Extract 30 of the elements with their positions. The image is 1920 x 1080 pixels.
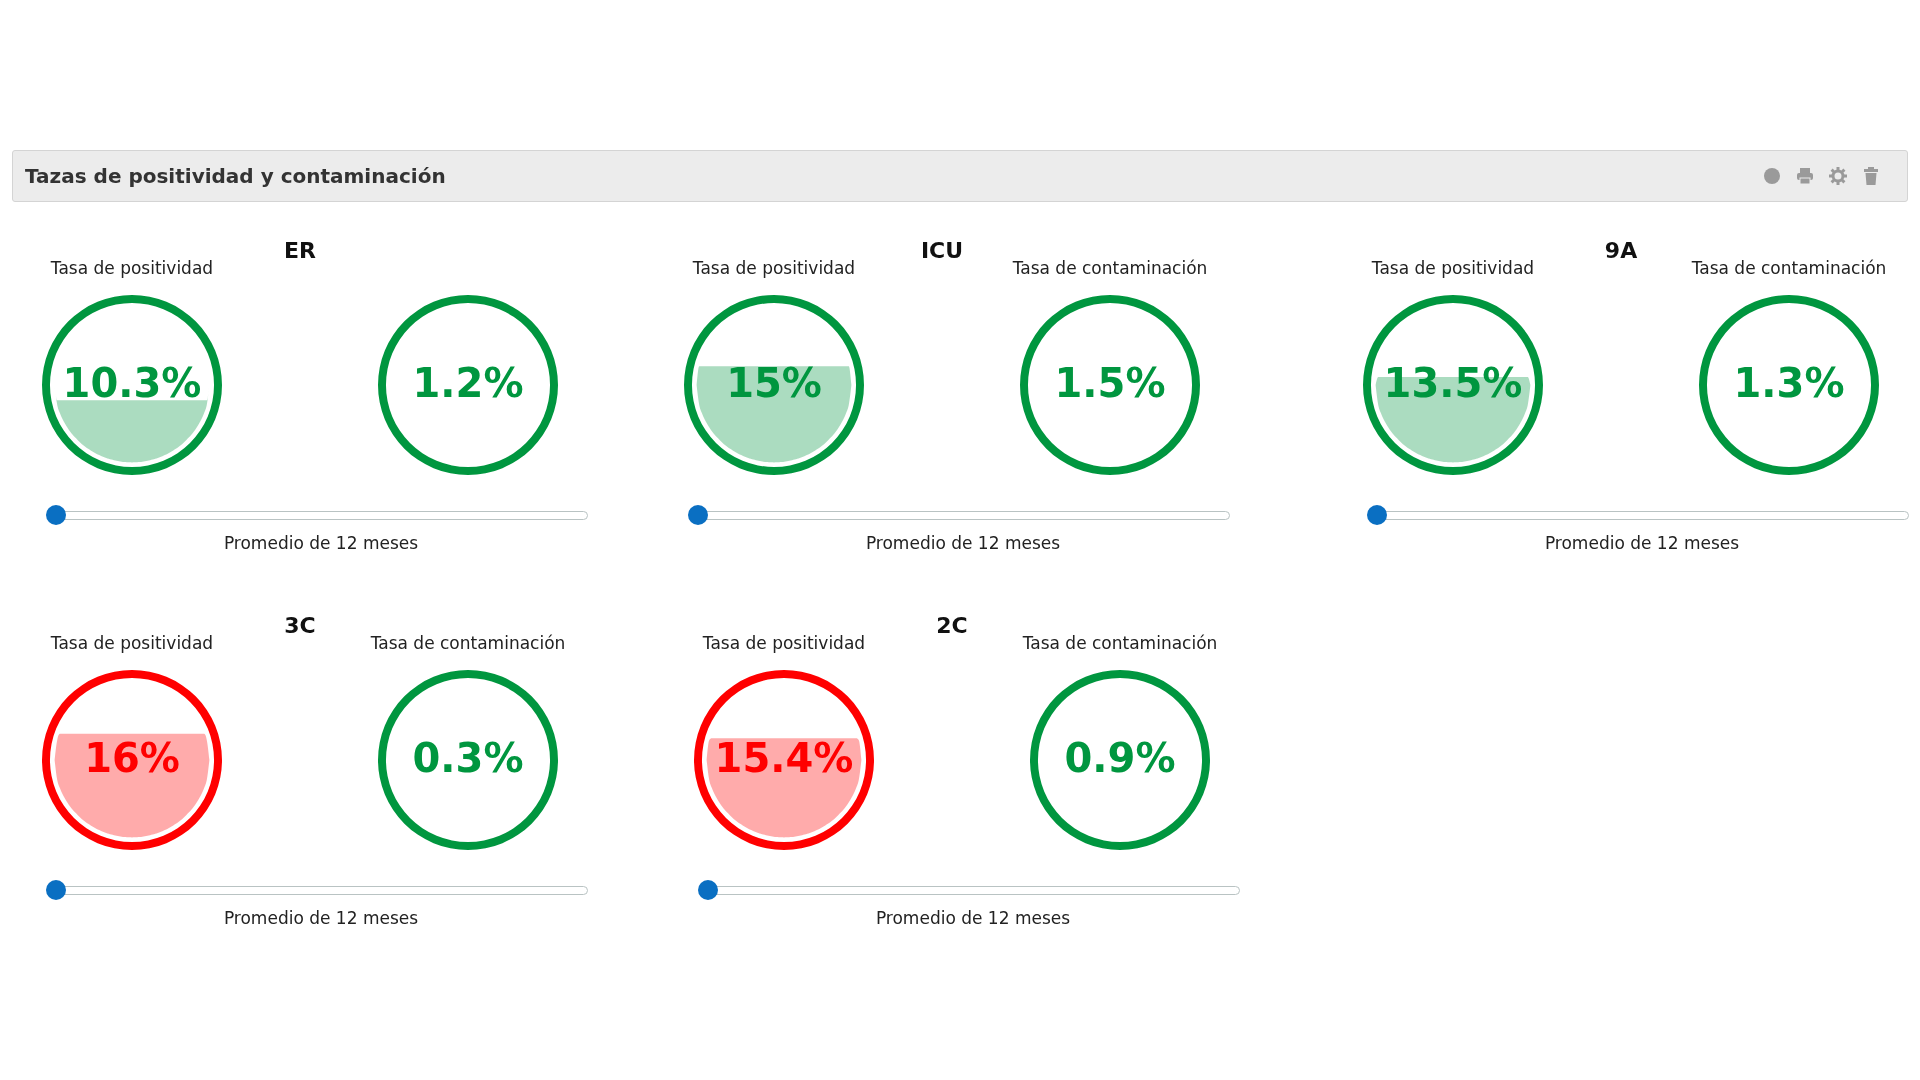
text: Promedio de 12 meses bbox=[222, 908, 420, 928]
text: Promedio de 12 meses bbox=[864, 533, 1062, 553]
category-label: Tasa de positividad bbox=[1370, 258, 1536, 278]
data-label: 13.5% bbox=[1383, 360, 1523, 406]
text: 2C bbox=[935, 613, 969, 638]
category-label: Tasa de contaminación bbox=[369, 633, 567, 653]
text: Tazas de positividad y contaminación bbox=[25, 164, 446, 188]
category-label: Tasa de contaminación bbox=[1011, 258, 1209, 278]
category-label: Tasa de positividad bbox=[49, 258, 215, 278]
data-label: 16% bbox=[84, 735, 180, 781]
category-label: Tasa de contaminación bbox=[1021, 633, 1219, 653]
data-label: 0.3% bbox=[412, 735, 524, 781]
text: 9A bbox=[1603, 238, 1639, 263]
text: ER bbox=[283, 238, 317, 263]
category-label: Tasa de contaminación bbox=[1690, 258, 1888, 278]
text: 3C bbox=[283, 613, 317, 638]
data-label: 15.4% bbox=[714, 735, 854, 781]
category-label: Tasa de positividad bbox=[701, 633, 867, 653]
text: Promedio de 12 meses bbox=[874, 908, 1072, 928]
category-label: Tasa de positividad bbox=[691, 258, 857, 278]
data-label: 1.2% bbox=[412, 360, 524, 406]
text: Promedio de 12 meses bbox=[222, 533, 420, 553]
category-label: Tasa de positividad bbox=[49, 633, 215, 653]
data-label: 1.3% bbox=[1733, 360, 1845, 406]
data-label: 0.9% bbox=[1064, 735, 1176, 781]
text: Promedio de 12 meses bbox=[1543, 533, 1741, 553]
data-label: 15% bbox=[726, 360, 822, 406]
text: ICU bbox=[919, 238, 965, 263]
data-label: 1.5% bbox=[1054, 360, 1166, 406]
data-label: 10.3% bbox=[62, 360, 202, 406]
